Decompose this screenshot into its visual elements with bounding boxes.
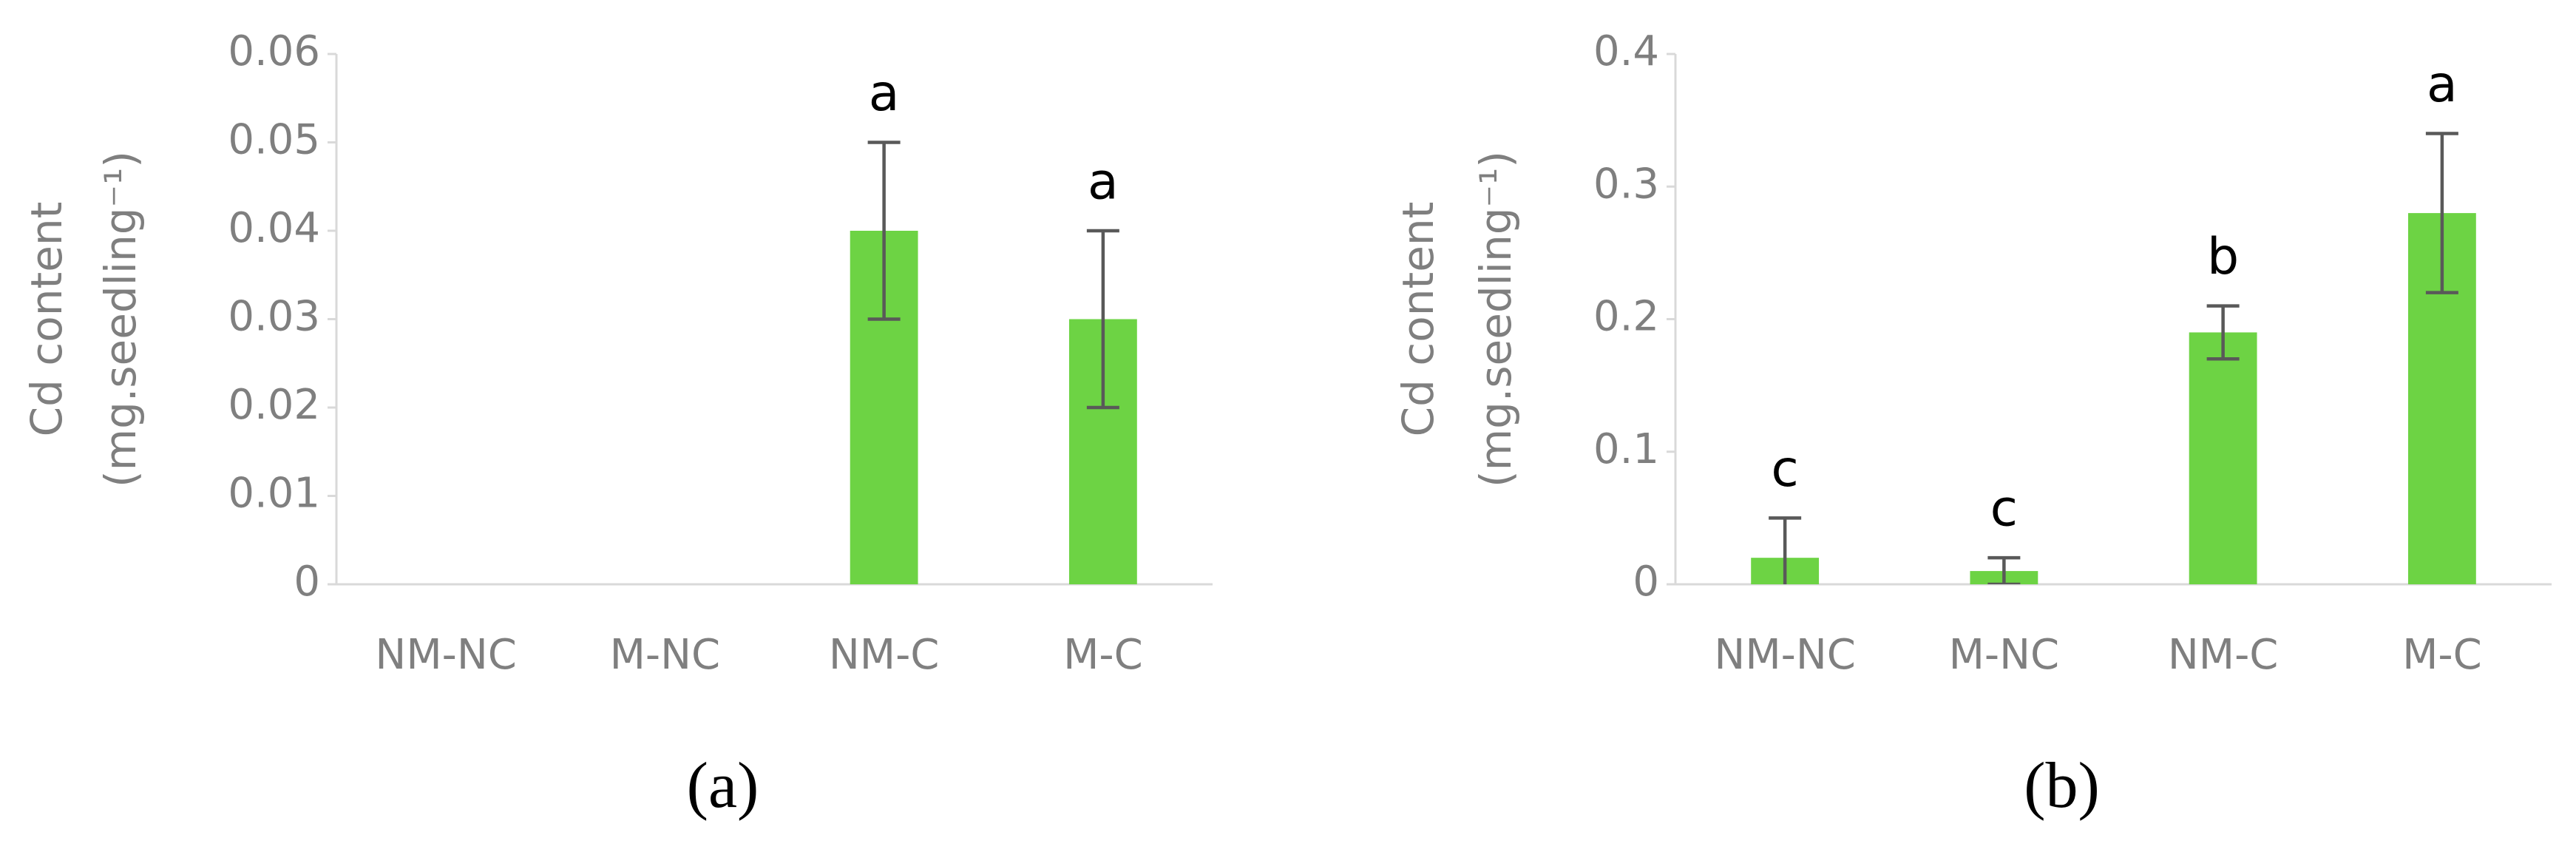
error-bar bbox=[2425, 132, 2458, 294]
caption: (a) bbox=[687, 750, 759, 822]
y-tick-label: 0 bbox=[294, 558, 320, 606]
error-bar bbox=[867, 141, 901, 321]
significance-letter: a bbox=[1088, 153, 1119, 212]
x-tick-label: NM-C bbox=[829, 631, 940, 679]
y-tick-label: 0.06 bbox=[228, 27, 320, 75]
x-tick-label: M-C bbox=[2402, 631, 2482, 679]
caption: (b) bbox=[2024, 750, 2100, 822]
significance-letter: b bbox=[2207, 228, 2239, 286]
y-tick-label: 0.2 bbox=[1593, 293, 1659, 341]
bar bbox=[2189, 332, 2257, 584]
y-tick-label: 0.05 bbox=[228, 116, 320, 164]
y-tick-label: 0.4 bbox=[1593, 27, 1659, 75]
error-bar bbox=[2206, 304, 2240, 361]
y-tick-label: 0.1 bbox=[1593, 425, 1659, 473]
plot-area bbox=[850, 141, 1137, 584]
x-tick-label: M-NC bbox=[610, 631, 721, 679]
y-tick-label: 0.04 bbox=[228, 204, 320, 252]
x-tick-label: NM-C bbox=[2168, 631, 2279, 679]
y-tick-label: 0.3 bbox=[1593, 160, 1659, 208]
y-axis-label: Cd content bbox=[21, 202, 72, 437]
x-tick-label: NM-NC bbox=[375, 631, 516, 679]
plot-area bbox=[1751, 132, 2476, 584]
significance-letter: a bbox=[2427, 55, 2458, 114]
significance-letter: a bbox=[869, 64, 900, 123]
y-axis-label: (mg.seedling⁻¹) bbox=[95, 151, 146, 487]
error-bar bbox=[1987, 555, 2021, 584]
x-tick-label: M-NC bbox=[1949, 631, 2060, 679]
y-tick-label: 0.03 bbox=[228, 293, 320, 341]
y-tick-label: 0.02 bbox=[228, 381, 320, 429]
y-tick-label: 0 bbox=[1633, 558, 1659, 606]
error-bar bbox=[1086, 229, 1119, 410]
significance-letter: c bbox=[1771, 440, 1798, 499]
x-tick-label: M-C bbox=[1063, 631, 1143, 679]
x-tick-label: NM-NC bbox=[1714, 631, 1855, 679]
y-tick-label: 0.01 bbox=[228, 470, 320, 518]
y-axis-label: Cd content bbox=[1393, 202, 1443, 437]
error-bar bbox=[1769, 516, 1802, 584]
y-axis-label: (mg.seedling⁻¹) bbox=[1471, 151, 1521, 487]
significance-letter: c bbox=[1990, 480, 2018, 538]
